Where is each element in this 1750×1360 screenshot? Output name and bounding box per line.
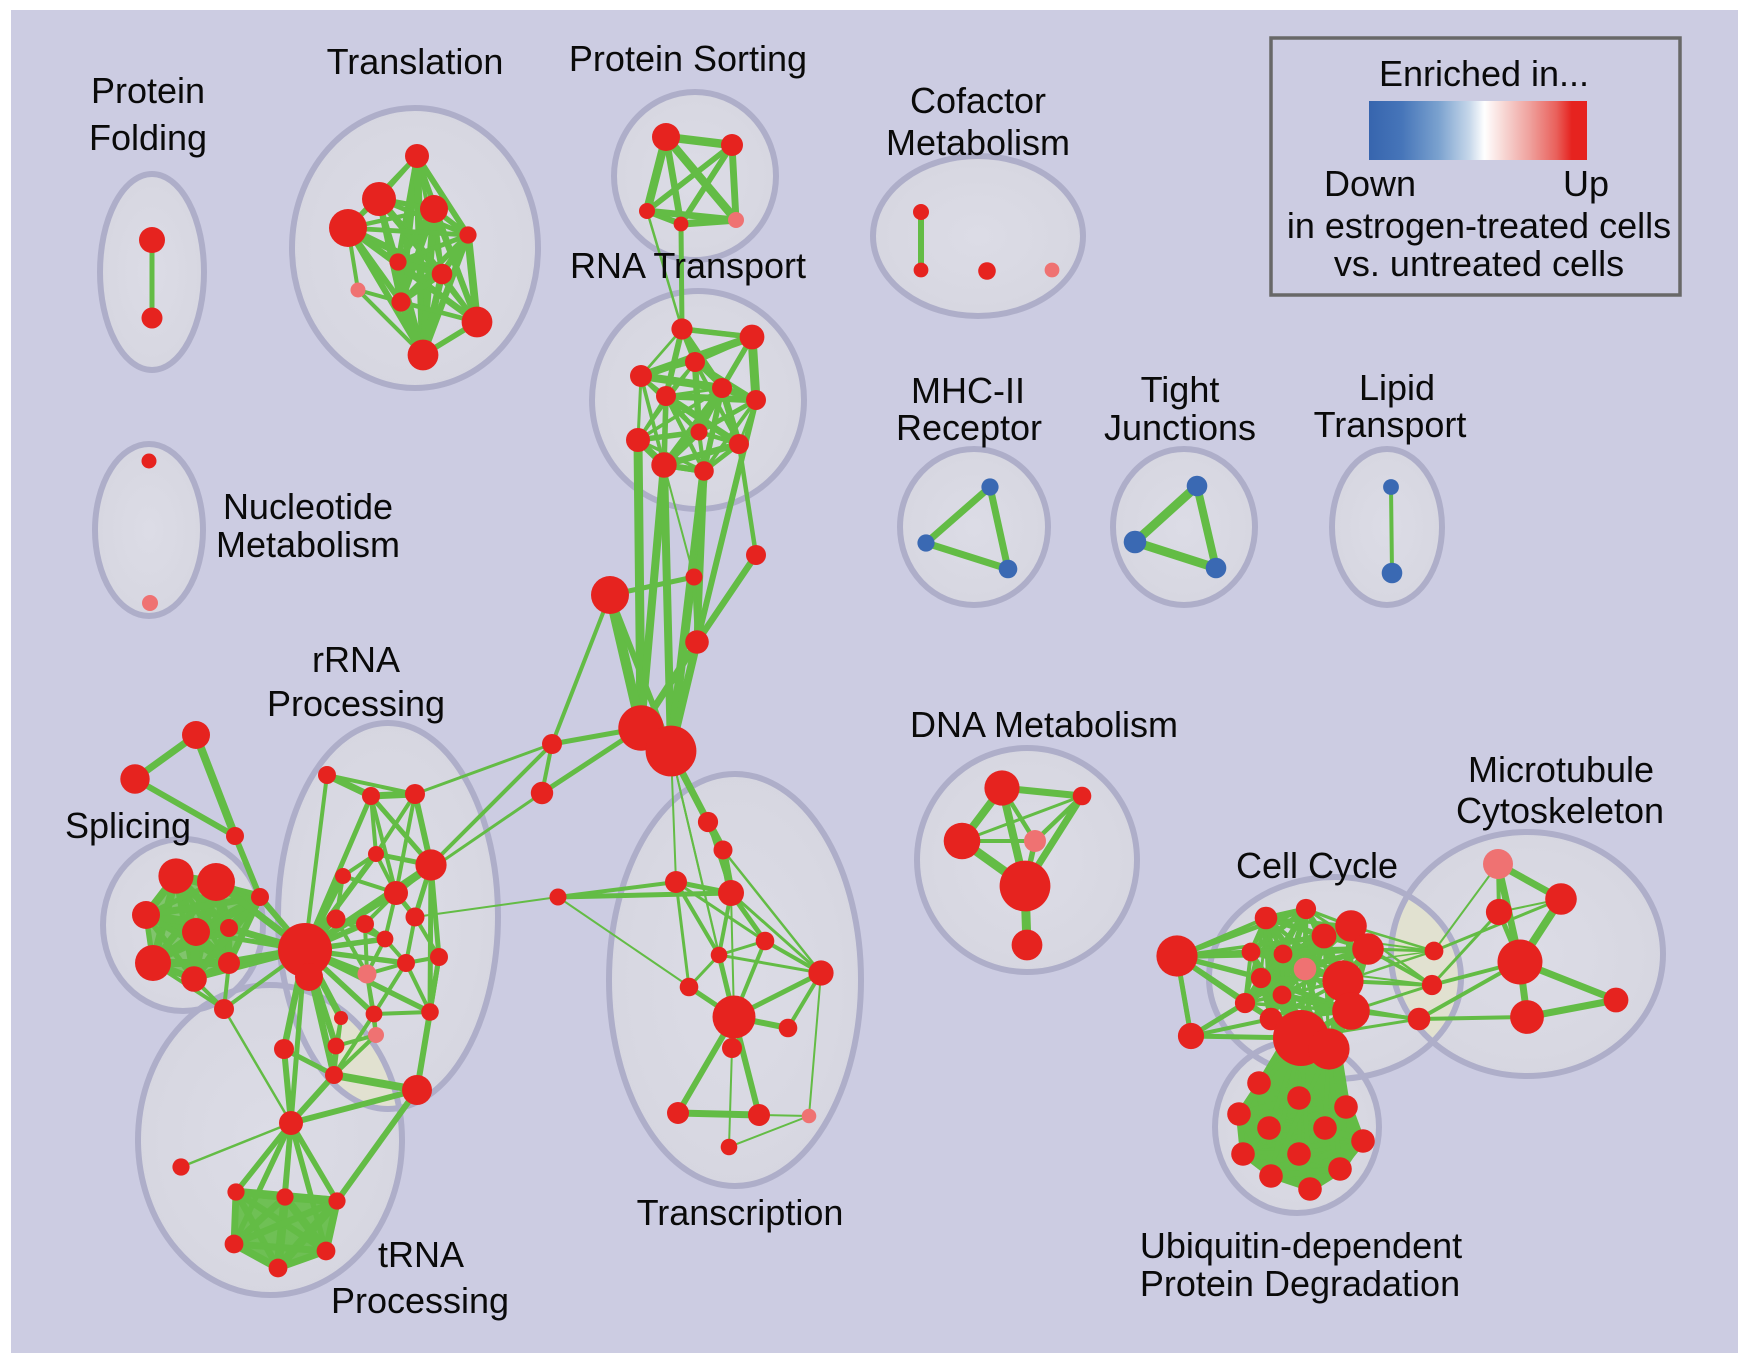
svg-text:Cell Cycle: Cell Cycle [1236,845,1398,886]
svg-text:Translation: Translation [327,41,504,82]
svg-text:Ubiquitin-dependent: Ubiquitin-dependent [1140,1225,1462,1266]
svg-text:Enriched in...: Enriched in... [1379,53,1589,94]
svg-text:Metabolism: Metabolism [886,122,1070,163]
svg-text:Splicing: Splicing [65,805,191,846]
svg-text:Cytoskeleton: Cytoskeleton [1456,790,1664,831]
svg-text:MHC-II: MHC-II [911,370,1025,411]
svg-text:vs. untreated cells: vs. untreated cells [1334,243,1624,284]
svg-text:Processing: Processing [267,683,445,724]
svg-text:Folding: Folding [89,117,207,158]
svg-text:Processing: Processing [331,1280,509,1321]
svg-text:Down: Down [1324,163,1416,204]
svg-text:in estrogen-treated cells: in estrogen-treated cells [1287,205,1671,246]
svg-text:Up: Up [1563,163,1609,204]
svg-text:Nucleotide: Nucleotide [223,486,393,527]
svg-text:Microtubule: Microtubule [1468,749,1654,790]
svg-text:Protein: Protein [91,70,205,111]
svg-text:RNA Transport: RNA Transport [570,245,806,286]
svg-text:Protein Sorting: Protein Sorting [569,38,807,79]
svg-text:Junctions: Junctions [1104,407,1256,448]
svg-text:tRNA: tRNA [378,1234,464,1275]
svg-text:Receptor: Receptor [896,407,1042,448]
svg-text:DNA Metabolism: DNA Metabolism [910,704,1178,745]
svg-text:Cofactor: Cofactor [910,80,1046,121]
svg-text:Metabolism: Metabolism [216,524,400,565]
svg-text:Lipid: Lipid [1359,367,1435,408]
svg-text:Transport: Transport [1314,404,1467,445]
svg-text:rRNA: rRNA [312,639,400,680]
svg-text:Protein Degradation: Protein Degradation [1140,1263,1460,1304]
svg-text:Tight: Tight [1141,369,1220,410]
svg-text:Transcription: Transcription [637,1192,844,1233]
